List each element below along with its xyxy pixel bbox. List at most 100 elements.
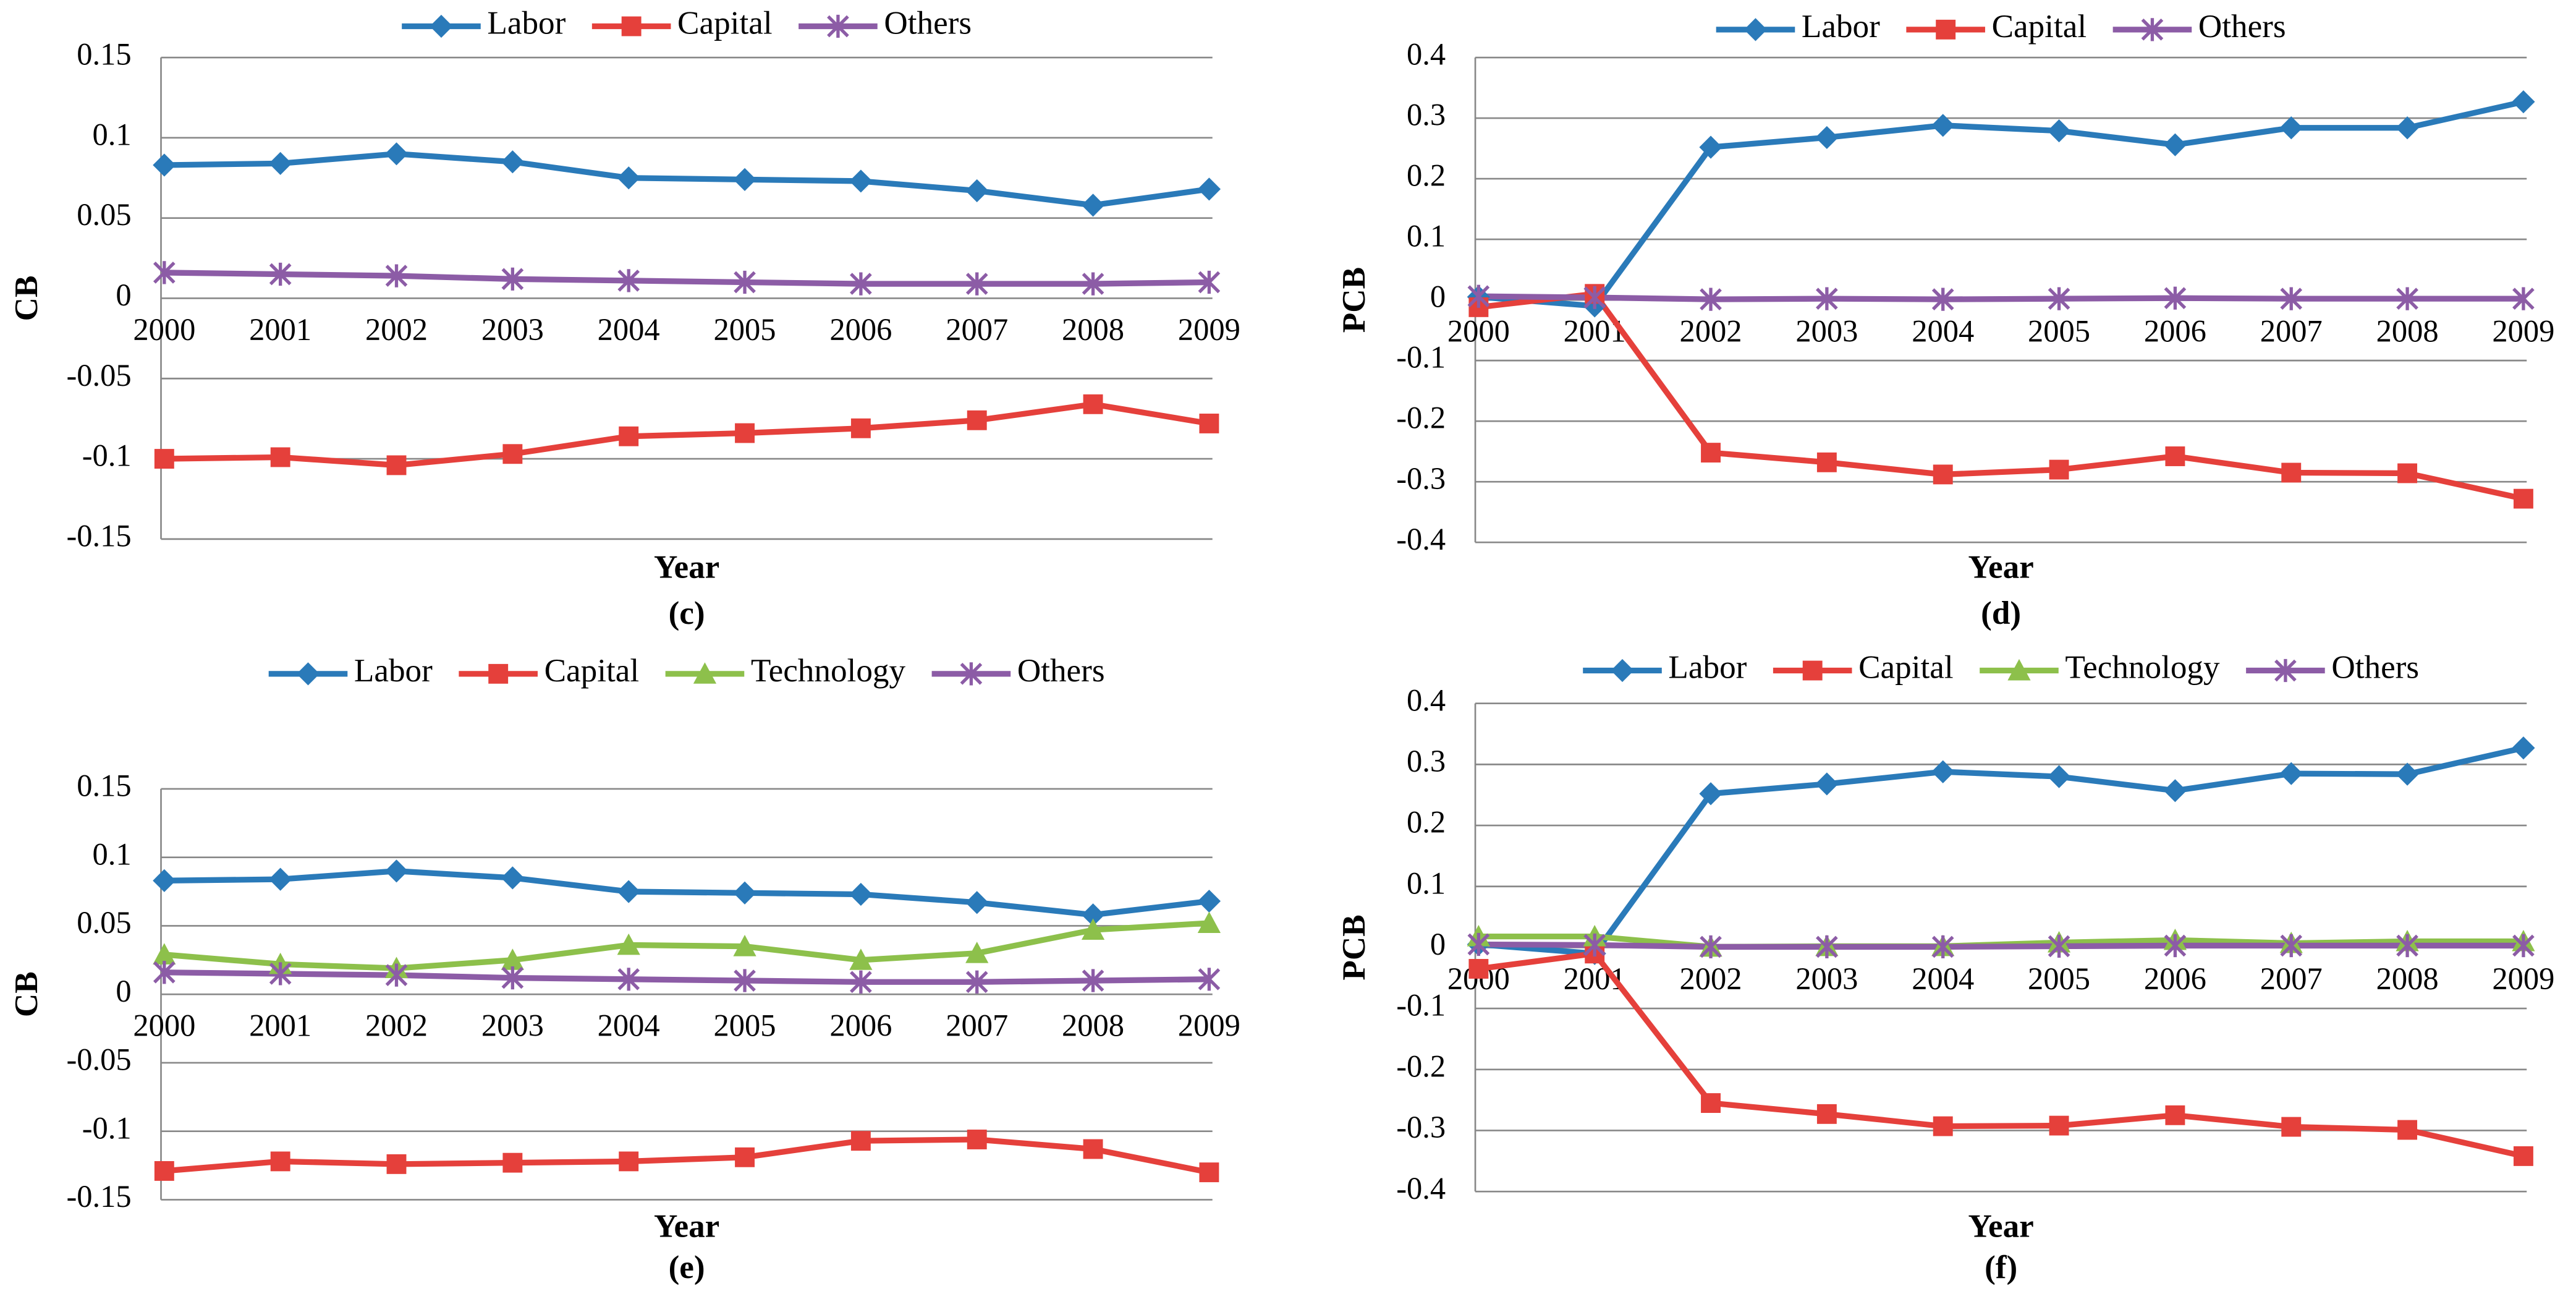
marker	[269, 151, 292, 175]
marker	[1198, 270, 1221, 294]
y-tick-label: 0.3	[1407, 98, 1446, 132]
marker	[2165, 446, 2185, 466]
series-line	[164, 401, 1210, 469]
marker	[849, 948, 873, 970]
legend-label: Others	[1017, 653, 1105, 689]
marker	[850, 1131, 871, 1151]
marker	[849, 882, 873, 906]
line-chart: -0.15 -0.1 -0.05 0 0.05 0.1 0.15 2000 2001 2002 20…	[9, 653, 1240, 1285]
x-tick-label: 2006	[829, 1008, 892, 1043]
x-tick-label: 2009	[2492, 961, 2554, 996]
marker	[1931, 287, 1954, 311]
marker	[1199, 414, 1219, 433]
marker	[1815, 772, 1839, 796]
marker	[2280, 287, 2303, 310]
marker	[384, 859, 409, 883]
y-tick-label: -0.05	[66, 358, 131, 393]
y-axis-title: CB	[9, 971, 44, 1017]
series-line	[1478, 99, 2524, 309]
legend-label: Others	[2198, 9, 2286, 45]
caption: (d)	[1981, 595, 2021, 631]
x-tick-label: 2000	[133, 312, 195, 347]
marker	[1081, 918, 1105, 940]
y-tick-label: -0.1	[1396, 340, 1446, 375]
marker	[153, 153, 176, 177]
legend-label: Others	[884, 6, 972, 41]
y-tick-label: 0.15	[77, 769, 131, 803]
y-tick-label: 0.4	[1407, 37, 1446, 72]
marker	[1197, 911, 1221, 933]
legend-label: Capital	[1858, 650, 1954, 686]
marker	[1467, 932, 1490, 956]
x-tick-label: 2002	[1680, 961, 1742, 996]
legend: Labor Capital Others	[402, 6, 972, 41]
line-chart: -0.4-0.3-0.2-0.100.10.20.30.420002001200…	[1336, 650, 2555, 1285]
legend-label: Technology	[2065, 650, 2220, 686]
marker	[965, 891, 989, 914]
marker	[2396, 287, 2418, 310]
marker	[501, 267, 524, 291]
marker	[2047, 765, 2071, 788]
caption: (c)	[669, 595, 705, 631]
marker	[154, 449, 174, 469]
marker	[2163, 779, 2187, 803]
y-tick-label: -0.3	[1396, 461, 1446, 496]
marker	[1081, 194, 1105, 217]
marker	[1611, 658, 1634, 683]
legend: Labor Capital Others	[1716, 9, 2286, 45]
marker	[2512, 287, 2535, 310]
y-tick-label: -0.15	[66, 1179, 131, 1214]
marker	[1931, 760, 1955, 783]
x-tick-label: 2009	[2492, 314, 2554, 349]
marker	[2048, 287, 2070, 310]
y-tick-label: 0.1	[93, 837, 132, 871]
marker	[2512, 736, 2535, 760]
marker	[2513, 488, 2533, 509]
marker	[2396, 116, 2419, 140]
x-tick-label: 2000	[133, 1008, 195, 1043]
marker	[1816, 287, 1838, 310]
marker	[270, 447, 290, 467]
x-tick-label: 2006	[829, 312, 892, 347]
x-tick-label: 2006	[2144, 314, 2206, 349]
marker	[1083, 394, 1103, 414]
y-tick-label: -0.15	[66, 518, 131, 553]
y-tick-label: -0.4	[1396, 522, 1446, 556]
x-tick-label: 2007	[946, 312, 1008, 347]
marker	[153, 961, 176, 984]
legend-label: Labor	[1668, 650, 1747, 686]
marker	[619, 1151, 639, 1172]
y-tick-label: 0.3	[1407, 744, 1446, 778]
marker	[153, 869, 176, 892]
y-tick-label: 0.2	[1407, 805, 1446, 840]
marker	[384, 142, 409, 166]
marker	[2281, 1117, 2302, 1137]
series-line	[1478, 291, 2524, 502]
marker	[967, 410, 987, 430]
legend-label: Labor	[487, 6, 566, 41]
marker	[2512, 934, 2535, 958]
x-axis-title: Year	[1968, 1208, 2034, 1244]
marker	[617, 269, 640, 292]
marker	[1199, 1162, 1219, 1183]
marker	[269, 262, 292, 286]
x-tick-label: 2002	[1680, 314, 1742, 349]
series-line	[1478, 293, 2523, 302]
marker	[154, 1161, 174, 1181]
y-tick-label: 0	[1430, 279, 1446, 314]
marker	[617, 968, 640, 991]
marker	[621, 16, 642, 36]
marker	[501, 866, 524, 890]
y-tick-label: 0.1	[1407, 219, 1446, 253]
x-tick-label: 2004	[598, 1008, 660, 1043]
line-chart: -0.15 -0.1 -0.05 0 0.05 0.1 0.15 2000 2001 2002 20…	[9, 6, 1240, 631]
marker	[617, 166, 640, 190]
marker	[693, 662, 717, 684]
x-tick-label: 2009	[1178, 312, 1240, 347]
marker	[850, 418, 871, 438]
marker	[1198, 968, 1221, 991]
marker	[735, 1147, 755, 1167]
marker	[1468, 959, 1489, 979]
marker	[386, 1154, 407, 1174]
